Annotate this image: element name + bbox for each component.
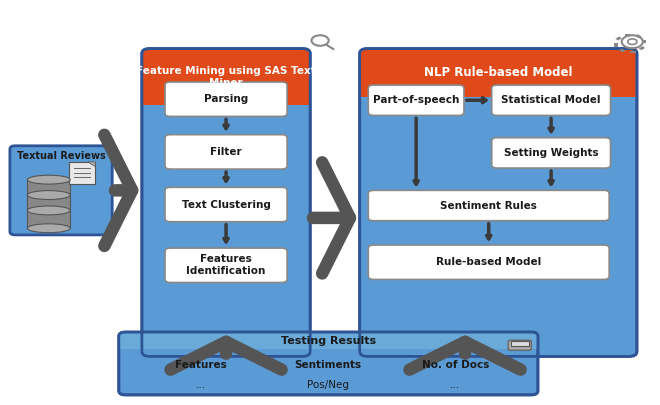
Text: No. of Docs: No. of Docs	[422, 360, 489, 369]
Text: Rule-based Model: Rule-based Model	[436, 257, 541, 267]
FancyBboxPatch shape	[165, 134, 287, 169]
Ellipse shape	[27, 175, 70, 184]
FancyBboxPatch shape	[492, 138, 610, 168]
Ellipse shape	[27, 206, 70, 215]
Bar	[635, 34, 642, 38]
Text: ...: ...	[450, 380, 461, 390]
FancyBboxPatch shape	[119, 332, 538, 395]
Ellipse shape	[27, 191, 70, 200]
FancyBboxPatch shape	[10, 146, 112, 235]
Text: NLP Rule-based Model: NLP Rule-based Model	[424, 66, 572, 79]
Text: Statistical Model: Statistical Model	[502, 95, 601, 105]
Ellipse shape	[27, 224, 70, 233]
Bar	[630, 51, 636, 53]
Text: ...: ...	[196, 380, 207, 390]
Text: Textual Reviews: Textual Reviews	[16, 151, 106, 161]
FancyBboxPatch shape	[165, 82, 287, 117]
Bar	[619, 49, 626, 53]
Text: Text Clustering: Text Clustering	[182, 200, 271, 209]
Bar	[639, 46, 645, 50]
Text: Feature Mining using SAS Text
Miner: Feature Mining using SAS Text Miner	[136, 66, 316, 88]
Text: Setting Weights: Setting Weights	[504, 148, 599, 158]
FancyBboxPatch shape	[142, 49, 310, 356]
FancyBboxPatch shape	[165, 248, 287, 283]
FancyBboxPatch shape	[368, 85, 464, 115]
Bar	[511, 341, 529, 346]
FancyBboxPatch shape	[27, 180, 70, 228]
Text: Sentiments: Sentiments	[294, 360, 362, 369]
Bar	[119, 332, 538, 349]
FancyBboxPatch shape	[360, 49, 637, 356]
Text: Part-of-speech: Part-of-speech	[373, 95, 459, 105]
Text: Sentiment Rules: Sentiment Rules	[440, 200, 537, 211]
Bar	[360, 49, 637, 97]
Bar	[142, 49, 310, 105]
FancyBboxPatch shape	[165, 187, 287, 222]
Bar	[625, 34, 630, 36]
FancyBboxPatch shape	[492, 85, 610, 115]
Text: Features
Identification: Features Identification	[186, 254, 266, 277]
FancyBboxPatch shape	[508, 340, 531, 350]
Polygon shape	[88, 162, 96, 167]
Text: Filter: Filter	[211, 147, 242, 157]
Bar	[614, 43, 618, 47]
Bar	[615, 36, 622, 40]
Text: Pos/Neg: Pos/Neg	[307, 380, 349, 390]
FancyBboxPatch shape	[368, 190, 609, 221]
FancyBboxPatch shape	[69, 162, 96, 184]
Text: Parsing: Parsing	[204, 94, 248, 104]
Bar	[642, 40, 646, 43]
Text: Features: Features	[176, 360, 227, 369]
Text: Testing Results: Testing Results	[280, 336, 376, 346]
FancyBboxPatch shape	[368, 245, 609, 279]
